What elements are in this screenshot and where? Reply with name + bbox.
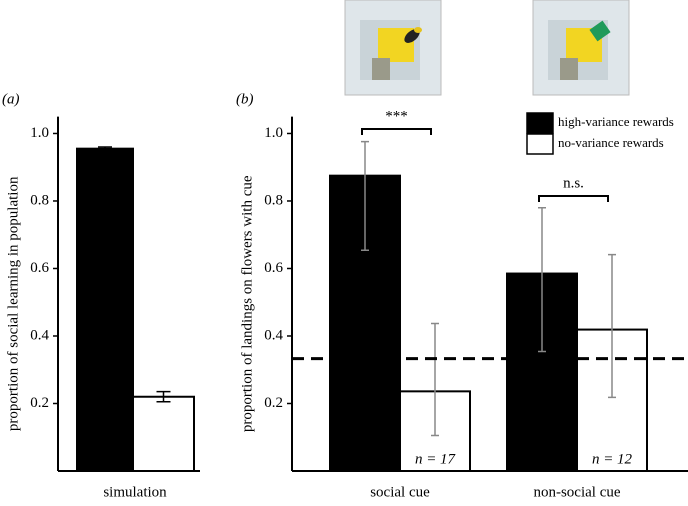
significance-bracket: [538, 195, 609, 202]
y-tick-label: 1.0: [264, 125, 283, 141]
y-tick-label: 0.8: [264, 192, 283, 208]
y-axis-label: proportion of social learning in populat…: [5, 176, 21, 431]
y-tick-label: 0.2: [264, 395, 283, 411]
y-tick-label: 0.6: [30, 260, 49, 276]
error-bar: [98, 146, 112, 152]
legend-label: high-variance rewards: [558, 114, 674, 129]
panel-label: (b): [236, 91, 254, 107]
y-tick-label: 0.6: [264, 260, 283, 276]
error-bar: [156, 390, 171, 403]
significance-label: ***: [385, 108, 408, 124]
error-bar: [361, 140, 369, 252]
sample-size-label: n = 12: [592, 451, 633, 467]
x-tick-label: social cue: [370, 484, 430, 500]
error-bar: [431, 322, 439, 437]
sample-size-label: n =16: [347, 451, 384, 467]
bar: [76, 147, 134, 472]
x-tick-label: non-social cue: [533, 484, 620, 500]
y-tick-label: 0.4: [30, 327, 49, 343]
sample-size-label: n = 17: [415, 451, 457, 467]
sample-size-label: n = 12: [522, 451, 563, 467]
photo-social-cue: [344, 0, 442, 96]
photo-non-social-cue: [532, 0, 630, 96]
y-tick-label: 0.4: [264, 327, 283, 343]
x-axis-label: simulation: [103, 484, 167, 500]
legend-swatch: [526, 112, 554, 134]
legend-label: no-variance rewards: [558, 135, 664, 150]
panel-label: (a): [2, 91, 20, 107]
y-tick-label: 1.0: [30, 125, 49, 141]
bar: [132, 395, 195, 472]
y-tick-label: 0.2: [30, 395, 49, 411]
error-bar: [608, 253, 616, 399]
y-axis-label: proportion of landings on flowers with c…: [239, 175, 255, 432]
y-tick-label: 0.8: [30, 192, 49, 208]
significance-label: n.s.: [563, 175, 584, 191]
error-bar: [538, 206, 546, 353]
legend-swatch: [526, 133, 554, 155]
significance-bracket: [361, 128, 432, 135]
